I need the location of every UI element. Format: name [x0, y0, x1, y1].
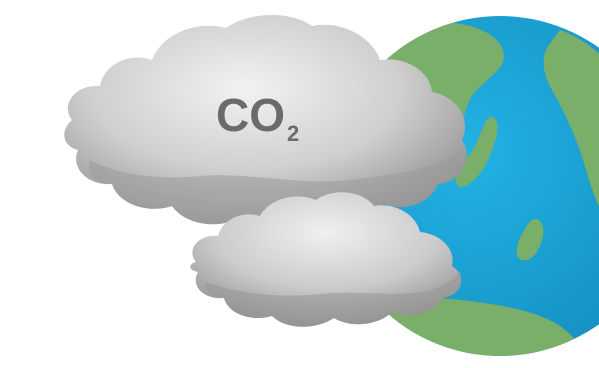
land-mass	[330, 294, 590, 356]
co2-label: CO2	[216, 89, 299, 145]
lower-cloud-shade	[205, 270, 462, 327]
land-mass	[455, 117, 498, 187]
upper-cloud	[64, 14, 467, 228]
lower-cloud	[190, 192, 462, 327]
cloud-icon	[190, 192, 462, 327]
land-mass	[516, 219, 544, 261]
co2-label-subscript: 2	[287, 121, 300, 146]
land-mass	[543, 30, 599, 260]
co2-label-main: CO	[216, 89, 285, 141]
